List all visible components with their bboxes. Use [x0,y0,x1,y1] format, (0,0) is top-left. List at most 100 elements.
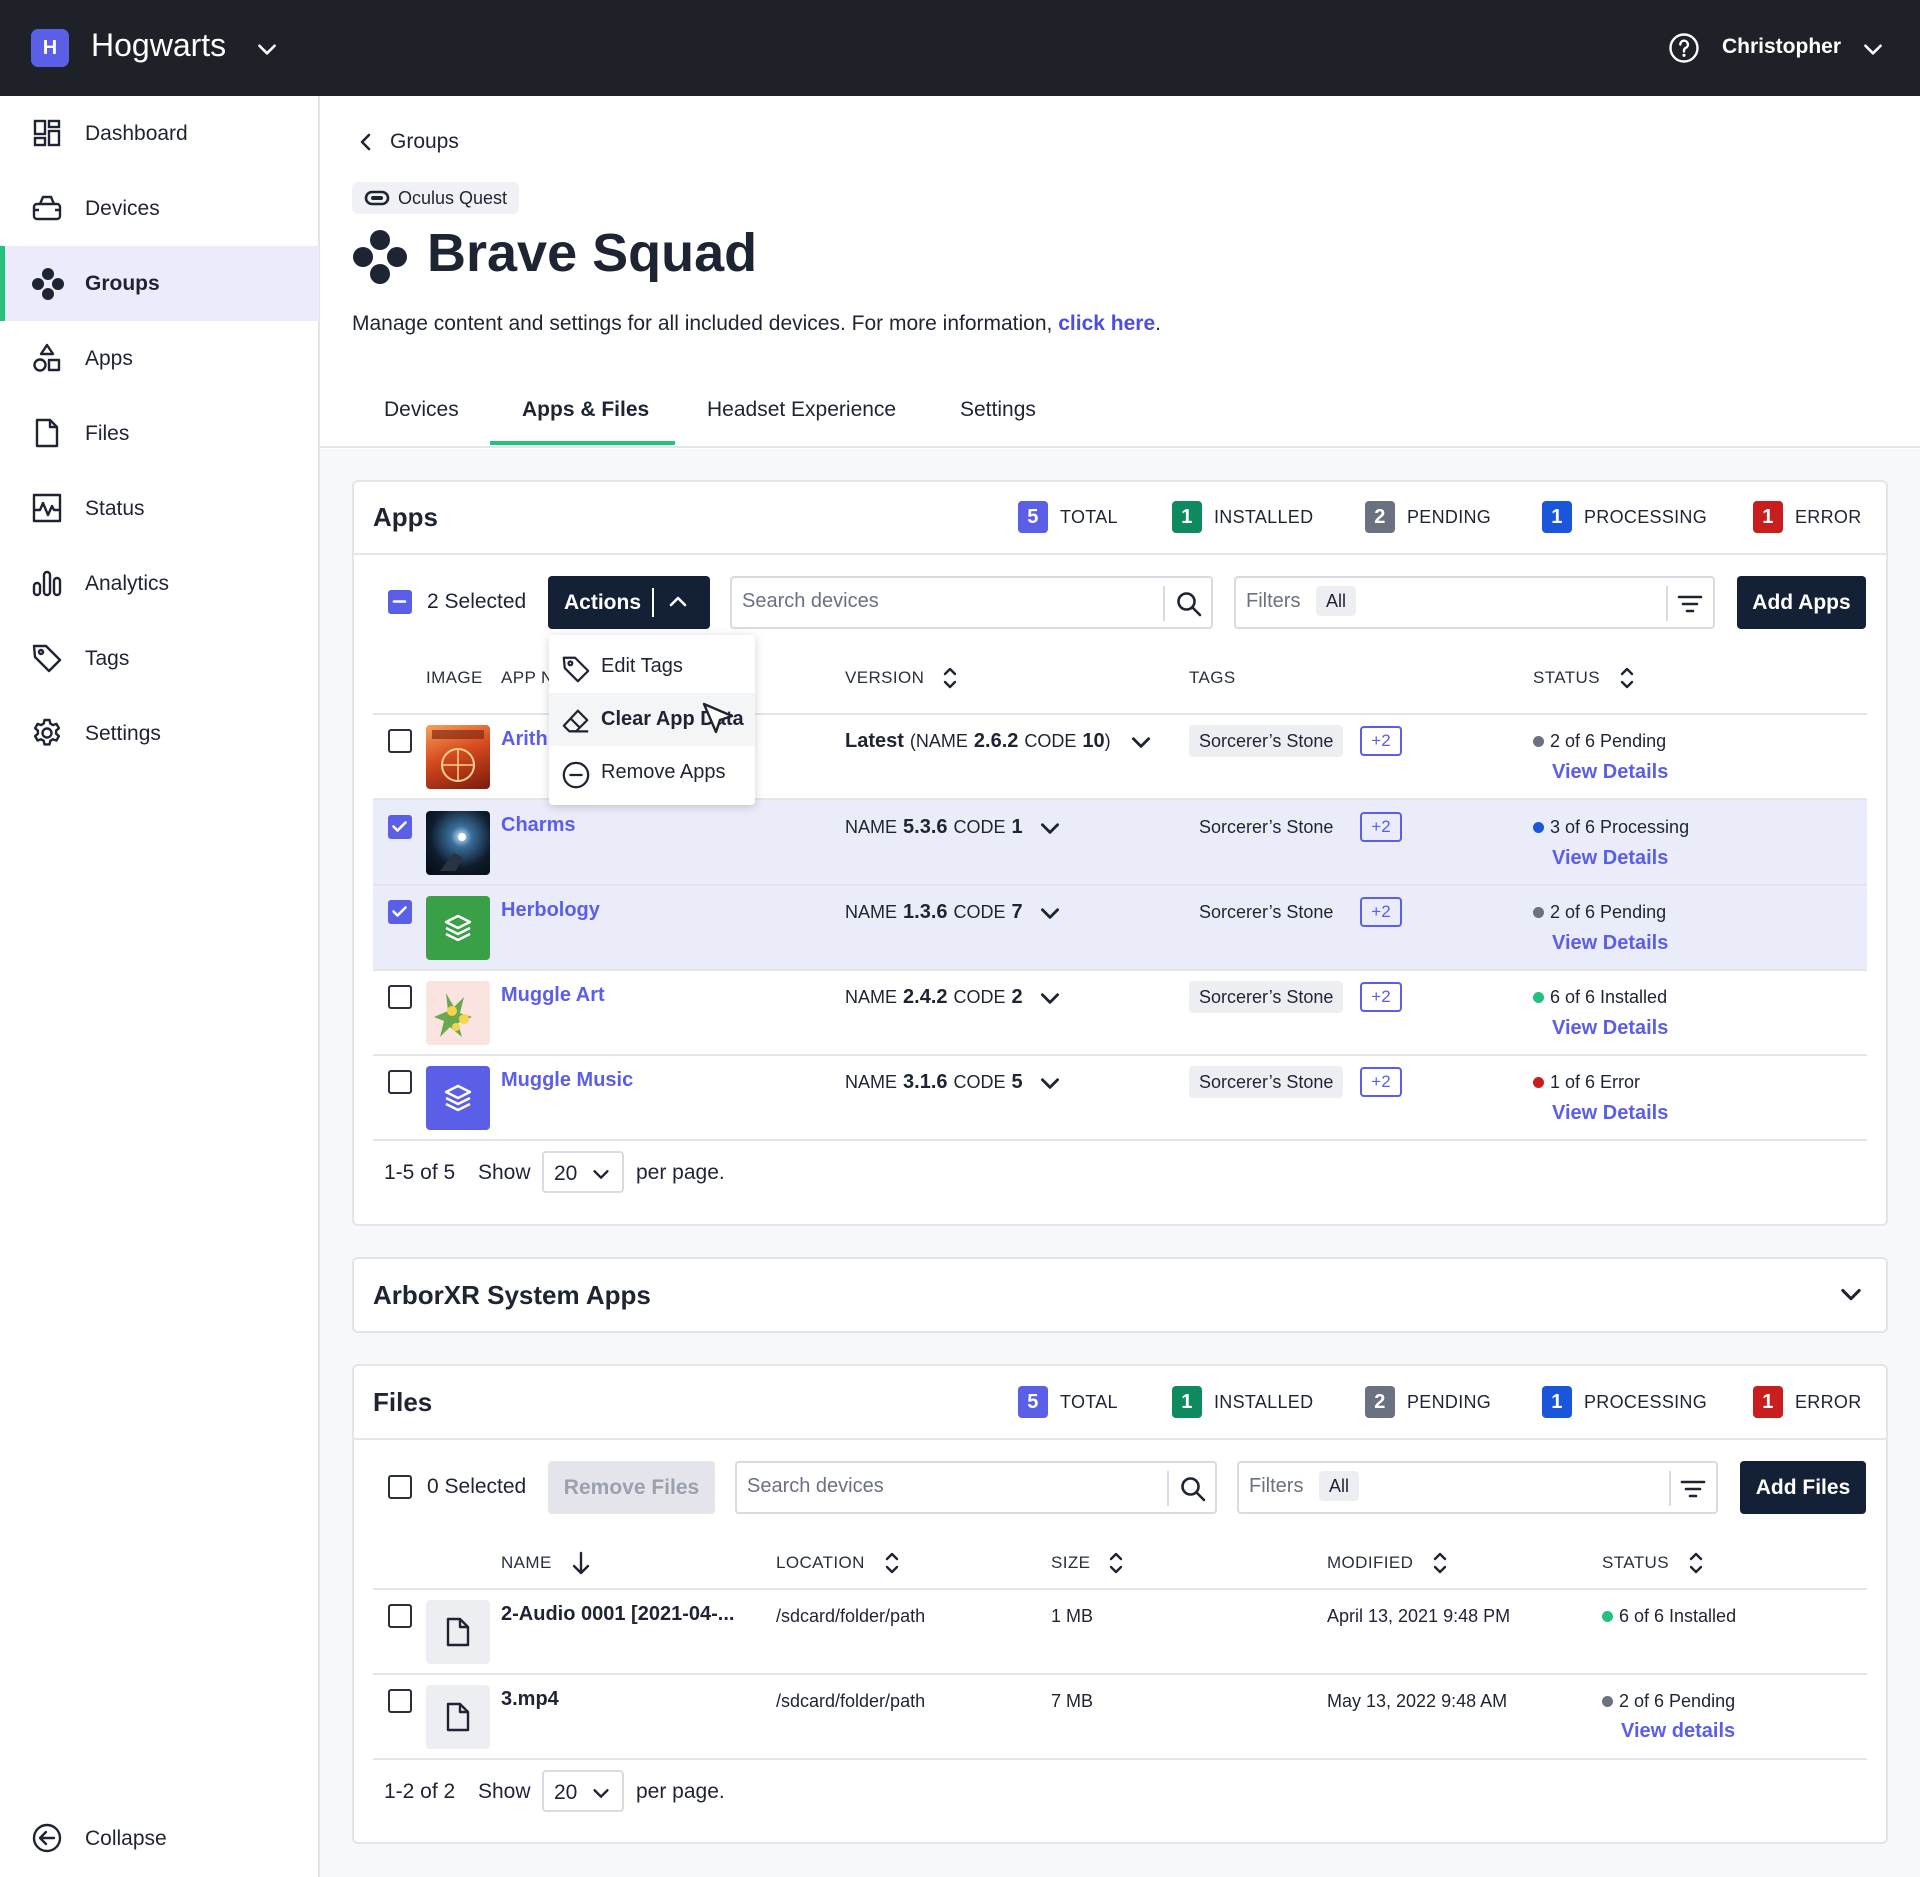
search-input[interactable]: Search devices [730,576,1213,629]
sidebar-item-settings[interactable]: Settings [0,696,319,771]
actions-button[interactable]: Actions [548,576,710,629]
file-name[interactable]: 3.mp4 [501,1688,559,1710]
sidebar-item-analytics[interactable]: Analytics [0,546,319,621]
org-name[interactable]: Hogwarts [91,27,227,63]
menu-item-edit-tags[interactable]: Edit Tags [549,640,755,693]
tab-settings[interactable]: Settings [960,398,1036,421]
pagination-range: 1-2 of 2 [384,1780,456,1803]
column-header-status[interactable]: STATUS [1533,668,1600,687]
sidebar-item-status[interactable]: Status [0,471,319,546]
view-details-link[interactable]: View Details [1552,1102,1669,1124]
row-checkbox[interactable] [388,729,412,753]
row-checkbox[interactable] [388,815,412,839]
filters-input[interactable]: Filters All [1237,1461,1718,1514]
chevron-down-icon[interactable] [1037,900,1063,926]
filters-input[interactable]: Filters All [1234,576,1715,629]
gear-icon [33,718,61,746]
sidebar-item-groups[interactable]: Groups [0,246,319,321]
help-icon[interactable] [1668,32,1700,64]
per-page-select[interactable]: 20 [542,1770,624,1812]
more-tags-button[interactable]: +2 [1360,982,1402,1012]
sort-icon[interactable] [1615,664,1639,692]
column-header-size[interactable]: SIZE [1051,1553,1091,1572]
chevron-down-icon[interactable] [1128,729,1154,755]
version-value: NAME 3.1.6 CODE 5 [845,1071,1023,1093]
system-apps-card[interactable] [352,1257,1888,1333]
file-size: 1 MB [1051,1606,1094,1626]
sort-descending-icon[interactable] [568,1549,594,1577]
org-avatar[interactable]: H [31,29,69,67]
row-checkbox[interactable] [388,900,412,924]
sidebar-item-apps[interactable]: Apps [0,321,319,396]
column-header-app-name[interactable]: APP N [501,668,554,687]
app-name-link[interactable]: Muggle Music [501,1069,634,1091]
app-name-link[interactable]: Herbology [501,899,600,921]
chevron-down-icon[interactable] [1037,1070,1063,1096]
file-thumbnail [426,1600,490,1664]
sidebar-item-dashboard[interactable]: Dashboard [0,96,319,171]
more-info-link[interactable]: click here [1058,312,1156,335]
chevron-down-icon[interactable] [1837,1280,1865,1308]
select-all-checkbox[interactable] [388,1475,412,1499]
view-details-link[interactable]: View details [1621,1720,1736,1742]
add-apps-button[interactable]: Add Apps [1737,576,1866,629]
search-icon[interactable] [1179,1475,1207,1503]
tab-headset-experience[interactable]: Headset Experience [707,398,897,421]
view-details-link[interactable]: View Details [1552,1017,1669,1039]
sidebar-item-tags[interactable]: Tags [0,621,319,696]
column-header-name[interactable]: NAME [501,1553,552,1572]
sort-icon[interactable] [1104,1549,1128,1577]
chevron-down-icon[interactable] [254,36,280,62]
select-all-checkbox[interactable] [388,590,412,614]
search-input[interactable]: Search devices [735,1461,1217,1514]
column-header-status[interactable]: STATUS [1602,1553,1669,1572]
search-icon[interactable] [1175,590,1203,618]
row-checkbox[interactable] [388,1604,412,1628]
sort-icon[interactable] [1428,1549,1452,1577]
app-name-link[interactable]: Arith [501,728,548,750]
file-icon [35,418,59,448]
tab-devices[interactable]: Devices [384,398,459,421]
sort-icon[interactable] [880,1549,904,1577]
column-header-location[interactable]: LOCATION [776,1553,865,1572]
chevron-down-icon[interactable] [1037,815,1063,841]
filter-icon[interactable] [1676,590,1704,618]
more-tags-button[interactable]: +2 [1360,897,1402,927]
filter-icon[interactable] [1679,1475,1707,1503]
sidebar-item-label: Settings [85,721,161,745]
view-details-link[interactable]: View Details [1552,932,1669,954]
layers-icon [444,1084,472,1112]
sidebar-item-devices[interactable]: Devices [0,171,319,246]
view-details-link[interactable]: View Details [1552,847,1669,869]
stat-total: 5 TOTAL [1018,501,1118,533]
view-details-link[interactable]: View Details [1552,761,1669,783]
file-icon [446,1702,470,1732]
more-tags-button[interactable]: +2 [1360,726,1402,756]
chevron-down-icon[interactable] [1860,36,1886,62]
column-header-version[interactable]: VERSION [845,668,925,687]
more-tags-button[interactable]: +2 [1360,812,1402,842]
file-name[interactable]: 2-Audio 0001 [2021-04-... [501,1603,735,1625]
sort-icon[interactable] [938,664,962,692]
user-name[interactable]: Christopher [1722,35,1842,58]
tab-apps-files[interactable]: Apps & Files [522,398,650,421]
sidebar-item-files[interactable]: Files [0,396,319,471]
tag-icon [562,656,590,683]
remove-files-button[interactable]: Remove Files [548,1461,715,1514]
add-files-button[interactable]: Add Files [1740,1461,1866,1514]
app-name-link[interactable]: Charms [501,814,576,836]
menu-item-remove-apps[interactable]: Remove Apps [549,746,755,799]
row-checkbox[interactable] [388,1689,412,1713]
stat-installed: 1 INSTALLED [1172,1386,1313,1418]
row-checkbox[interactable] [388,985,412,1009]
file-size: 7 MB [1051,1691,1094,1711]
more-tags-button[interactable]: +2 [1360,1067,1402,1097]
per-page-select[interactable]: 20 [542,1151,624,1193]
chevron-down-icon[interactable] [1037,985,1063,1011]
sort-icon[interactable] [1684,1549,1708,1577]
back-to-groups-link[interactable]: Groups [356,130,459,154]
collapse-sidebar-button[interactable]: Collapse [0,1801,319,1876]
column-header-modified[interactable]: MODIFIED [1327,1553,1414,1572]
app-name-link[interactable]: Muggle Art [501,984,605,1006]
row-checkbox[interactable] [388,1070,412,1094]
